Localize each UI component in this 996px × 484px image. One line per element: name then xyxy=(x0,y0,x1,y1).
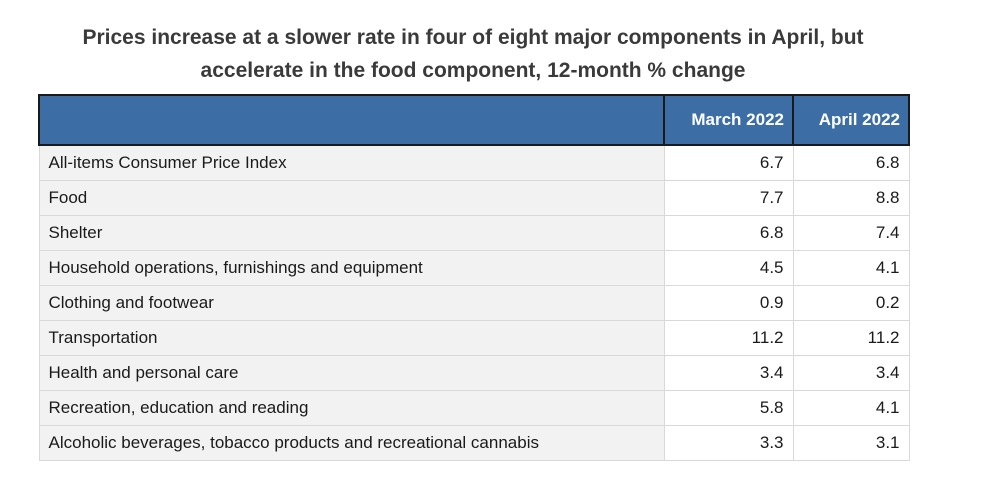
april-value-cell: 0.2 xyxy=(792,284,910,321)
table-header-row: March 2022 April 2022 xyxy=(38,94,910,146)
april-value-cell: 4.1 xyxy=(792,389,910,426)
page-title: Prices increase at a slower rate in four… xyxy=(38,21,908,87)
column-header-april-2022: April 2022 xyxy=(792,94,910,146)
march-value-cell: 3.4 xyxy=(663,354,794,391)
table-row: Household operations, furnishings and eq… xyxy=(38,249,910,286)
column-header-empty xyxy=(38,94,665,146)
row-label-cell: Shelter xyxy=(38,214,665,251)
table-row: All-items Consumer Price Index 6.7 6.8 xyxy=(38,144,910,181)
april-value-cell: 3.4 xyxy=(792,354,910,391)
cpi-components-table: March 2022 April 2022 All-items Consumer… xyxy=(38,94,910,461)
row-label-cell: Transportation xyxy=(38,319,665,356)
march-value-cell: 7.7 xyxy=(663,179,794,216)
row-label-cell: Alcoholic beverages, tobacco products an… xyxy=(38,424,665,461)
row-label-cell: All-items Consumer Price Index xyxy=(38,144,665,181)
april-value-cell: 7.4 xyxy=(792,214,910,251)
april-value-cell: 6.8 xyxy=(792,144,910,181)
column-header-march-2022: March 2022 xyxy=(663,94,794,146)
march-value-cell: 6.7 xyxy=(663,144,794,181)
table-row: Clothing and footwear 0.9 0.2 xyxy=(38,284,910,321)
table-row: Food 7.7 8.8 xyxy=(38,179,910,216)
table-row: Transportation 11.2 11.2 xyxy=(38,319,910,356)
march-value-cell: 4.5 xyxy=(663,249,794,286)
march-value-cell: 11.2 xyxy=(663,319,794,356)
table-row: Recreation, education and reading 5.8 4.… xyxy=(38,389,910,426)
row-label-cell: Household operations, furnishings and eq… xyxy=(38,249,665,286)
page-title-line-1: Prices increase at a slower rate in four… xyxy=(82,26,864,49)
march-value-cell: 0.9 xyxy=(663,284,794,321)
table-row: Health and personal care 3.4 3.4 xyxy=(38,354,910,391)
table-row: Shelter 6.8 7.4 xyxy=(38,214,910,251)
row-label-cell: Clothing and footwear xyxy=(38,284,665,321)
april-value-cell: 8.8 xyxy=(792,179,910,216)
row-label-cell: Food xyxy=(38,179,665,216)
march-value-cell: 3.3 xyxy=(663,424,794,461)
april-value-cell: 3.1 xyxy=(792,424,910,461)
table-row: Alcoholic beverages, tobacco products an… xyxy=(38,424,910,461)
row-label-cell: Health and personal care xyxy=(38,354,665,391)
page-title-line-2: accelerate in the food component, 12-mon… xyxy=(200,59,746,82)
row-label-cell: Recreation, education and reading xyxy=(38,389,665,426)
march-value-cell: 5.8 xyxy=(663,389,794,426)
april-value-cell: 4.1 xyxy=(792,249,910,286)
march-value-cell: 6.8 xyxy=(663,214,794,251)
april-value-cell: 11.2 xyxy=(792,319,910,356)
